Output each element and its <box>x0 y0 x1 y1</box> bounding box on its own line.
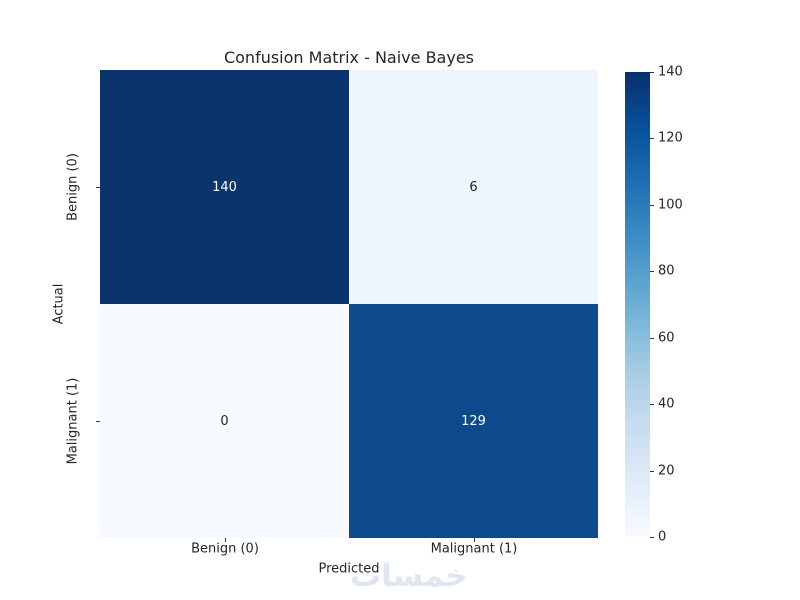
colorbar-tick-mark <box>650 338 654 339</box>
colorbar-tick-label: 80 <box>658 263 675 279</box>
colorbar-tick-mark <box>650 537 654 538</box>
colorbar-tick-mark <box>650 271 654 272</box>
y-tick-label-benign: Benign (0) <box>65 153 81 221</box>
heatmap-cell-false-positive: 6 <box>349 70 598 304</box>
colorbar-tick-label: 60 <box>658 330 675 346</box>
colorbar-gradient <box>625 72 650 537</box>
chart-title: Confusion Matrix - Naive Bayes <box>223 48 475 67</box>
x-axis-label: Predicted <box>318 561 380 577</box>
colorbar-tick-mark <box>650 72 654 73</box>
colorbar-tick-label: 100 <box>658 197 683 213</box>
heatmap-plot-area: 140 6 0 129 <box>100 70 598 538</box>
y-tick-mark <box>96 187 100 188</box>
colorbar-tick-label: 120 <box>658 130 683 146</box>
heatmap-cell-true-positive: 129 <box>349 304 598 538</box>
colorbar-tick-label: 140 <box>658 64 683 80</box>
x-tick-label-malignant: Malignant (1) <box>430 541 518 557</box>
x-tick-label-benign: Benign (0) <box>191 541 259 557</box>
cell-value: 140 <box>212 179 237 195</box>
cell-value: 129 <box>461 413 486 429</box>
colorbar-tick-mark <box>650 138 654 139</box>
cell-value: 0 <box>220 413 229 429</box>
colorbar-tick-label: 40 <box>658 396 675 412</box>
cell-value: 6 <box>469 179 478 195</box>
heatmap-cell-true-negative: 140 <box>100 70 349 304</box>
y-tick-label-malignant: Malignant (1) <box>65 377 81 465</box>
heatmap-cell-false-negative: 0 <box>100 304 349 538</box>
khamsat-watermark: خمسات <box>350 558 468 594</box>
colorbar-tick-mark <box>650 404 654 405</box>
colorbar-tick-mark <box>650 471 654 472</box>
y-axis-label: Actual <box>51 283 67 325</box>
x-tick-mark <box>474 538 475 542</box>
colorbar-tick-mark <box>650 205 654 206</box>
x-tick-mark <box>225 538 226 542</box>
colorbar-tick-label: 20 <box>658 463 675 479</box>
y-tick-mark <box>96 421 100 422</box>
colorbar-tick-label: 0 <box>658 529 667 545</box>
